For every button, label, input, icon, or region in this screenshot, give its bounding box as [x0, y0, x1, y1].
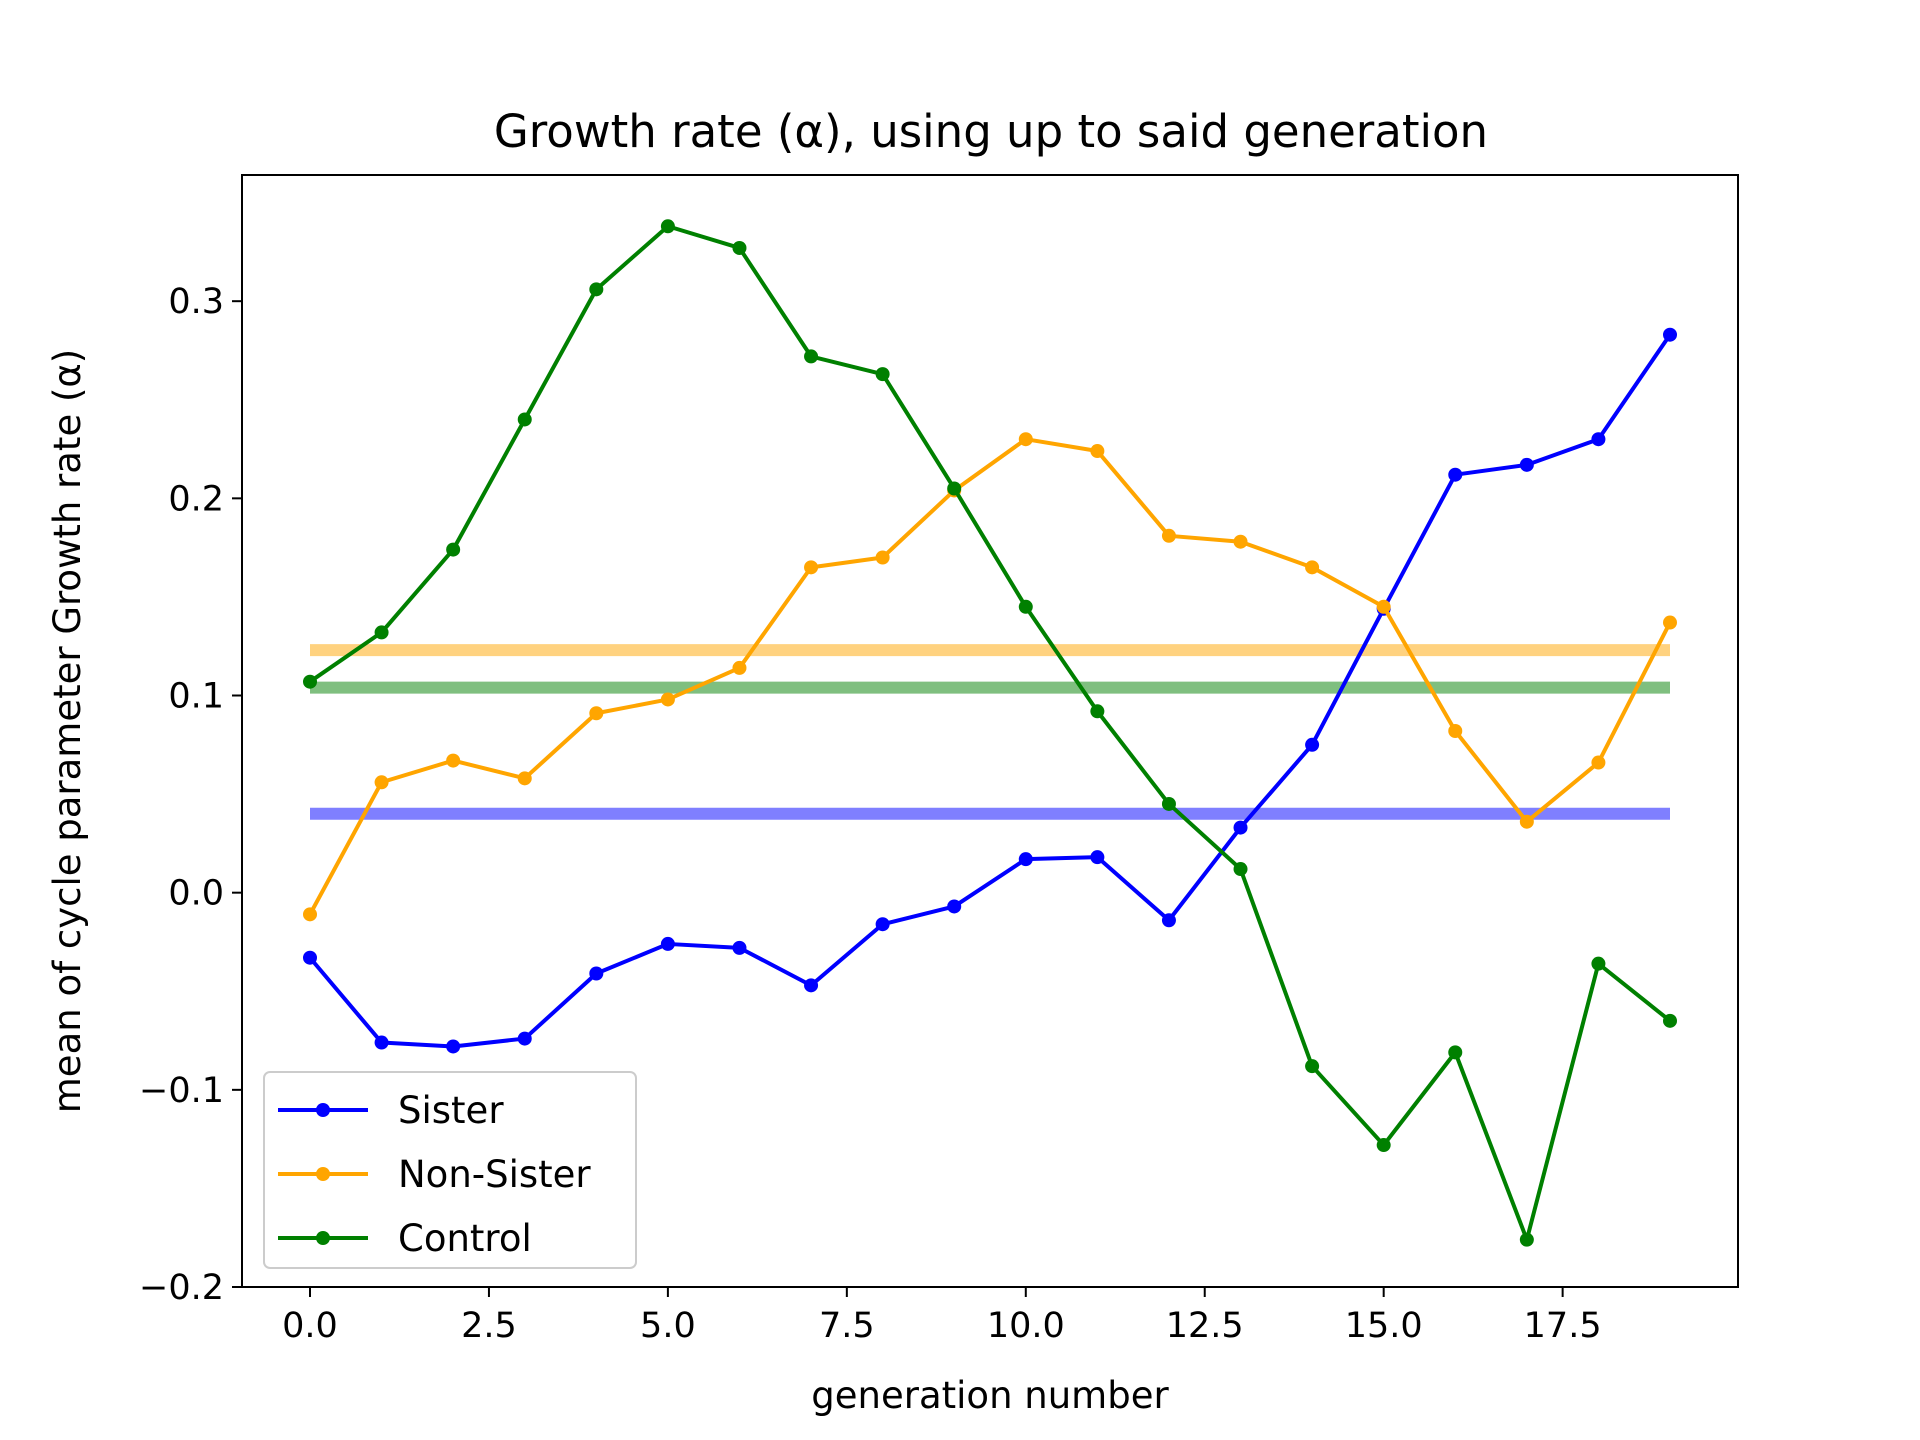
data-point-sister — [1305, 737, 1320, 752]
y-tick-label: −0.2 — [139, 1268, 224, 1308]
data-point-non-sister — [374, 775, 389, 790]
x-axis-label: generation number — [811, 1374, 1169, 1417]
data-point-control — [1090, 704, 1105, 719]
y-tick-label: 0.1 — [168, 677, 224, 717]
data-point-control — [374, 625, 389, 640]
data-point-sister — [446, 1039, 461, 1054]
x-tick-label: 15.0 — [1345, 1306, 1423, 1346]
data-point-non-sister — [1090, 444, 1105, 459]
data-point-sister — [1519, 457, 1534, 472]
data-point-control — [1519, 1232, 1534, 1247]
data-point-control — [660, 219, 675, 234]
y-tick-label: 0.2 — [168, 479, 224, 519]
x-tick-label: 12.5 — [1166, 1306, 1244, 1346]
data-point-sister — [732, 940, 747, 955]
legend-marker-sister — [316, 1103, 330, 1117]
data-point-non-sister — [804, 560, 819, 575]
legend-marker-non-sister — [316, 1167, 330, 1181]
data-point-sister — [374, 1035, 389, 1050]
data-point-control — [1161, 796, 1176, 811]
data-point-non-sister — [875, 550, 890, 565]
data-point-non-sister — [517, 771, 532, 786]
legend-label-non-sister: Non-Sister — [398, 1153, 591, 1196]
data-point-non-sister — [589, 706, 604, 721]
y-tick-label: 0.3 — [168, 282, 224, 322]
y-tick-label: −0.1 — [139, 1071, 224, 1111]
data-point-sister — [517, 1031, 532, 1046]
data-point-sister — [1090, 850, 1105, 865]
data-point-non-sister — [1663, 615, 1677, 630]
data-point-non-sister — [1591, 755, 1606, 770]
x-tick-label: 2.5 — [461, 1306, 517, 1346]
data-point-control — [804, 349, 819, 364]
data-point-sister — [1663, 327, 1677, 342]
data-point-sister — [1448, 467, 1463, 482]
x-tick-label: 5.0 — [640, 1306, 696, 1346]
data-point-non-sister — [660, 692, 675, 707]
data-point-non-sister — [1018, 432, 1033, 447]
legend-box — [263, 1071, 637, 1269]
mean-lines — [310, 644, 1670, 820]
series-lines — [303, 219, 1677, 1247]
data-point-control — [517, 412, 532, 427]
data-point-non-sister — [1233, 534, 1248, 549]
data-point-non-sister — [1448, 724, 1463, 738]
data-point-control — [446, 542, 461, 557]
data-point-control — [1663, 1013, 1677, 1028]
plot-frame — [241, 174, 1739, 1288]
data-point-non-sister — [446, 753, 461, 768]
data-point-sister — [660, 936, 675, 951]
data-point-control — [1233, 862, 1248, 877]
data-point-control — [589, 282, 604, 297]
data-point-non-sister — [1161, 528, 1176, 543]
legend-label-sister: Sister — [398, 1089, 504, 1132]
data-point-sister — [589, 966, 604, 981]
data-point-control — [875, 367, 890, 382]
data-point-non-sister — [732, 660, 747, 675]
series-line-sister — [308, 333, 1672, 1049]
data-point-sister — [1161, 913, 1176, 928]
data-point-sister — [804, 978, 819, 993]
data-point-non-sister — [1376, 599, 1391, 614]
data-point-control — [732, 240, 747, 255]
data-point-non-sister — [1519, 814, 1534, 829]
x-axis: 0.0 2.5 5.0 7.5 10.0 12.5 15.0 17.5 — [282, 1287, 1602, 1346]
data-point-sister — [947, 899, 962, 914]
y-axis-label: mean of cycle parameter Growth rate (α) — [46, 349, 89, 1113]
series-line-control — [308, 224, 1672, 1242]
data-point-control — [1376, 1138, 1391, 1153]
data-point-control — [1305, 1059, 1320, 1074]
data-point-control — [303, 674, 317, 689]
data-point-control — [947, 481, 962, 496]
legend-label-control: Control — [398, 1217, 532, 1260]
x-tick-label: 7.5 — [819, 1306, 875, 1346]
data-point-non-sister — [303, 907, 317, 922]
y-tick-label: 0.0 — [168, 874, 224, 914]
chart-title: Growth rate (α), using up to said genera… — [494, 105, 1488, 158]
data-point-sister — [1018, 852, 1033, 867]
data-point-sister — [1233, 820, 1248, 835]
x-tick-label: 0.0 — [282, 1306, 338, 1346]
data-point-control — [1591, 956, 1606, 971]
data-point-control — [1018, 599, 1033, 614]
data-point-non-sister — [1305, 560, 1320, 575]
legend-marker-control — [316, 1231, 330, 1245]
y-axis: −0.2 −0.1 0.0 0.1 0.2 0.3 — [139, 282, 242, 1308]
series-line-non-sister — [308, 437, 1672, 916]
data-point-sister — [1591, 432, 1606, 447]
x-tick-label: 17.5 — [1524, 1306, 1602, 1346]
data-point-sister — [875, 917, 890, 932]
data-point-control — [1448, 1045, 1463, 1060]
x-tick-label: 10.0 — [987, 1306, 1065, 1346]
legend: Sister Non-Sister Control — [263, 1071, 637, 1269]
data-point-sister — [303, 950, 317, 965]
